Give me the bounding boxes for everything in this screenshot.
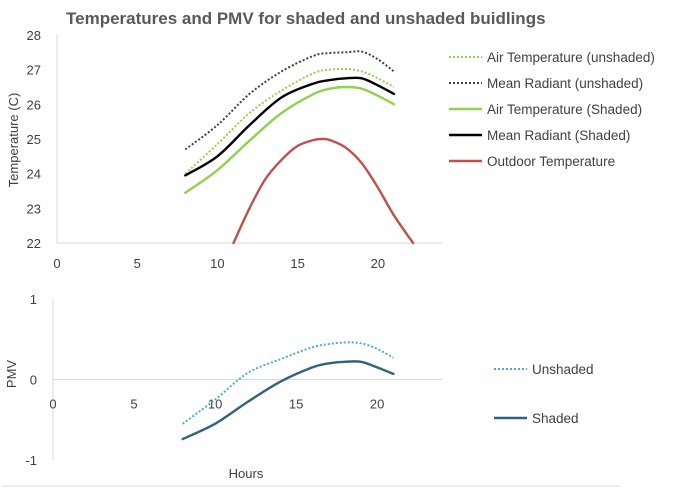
legend-label-shaded: Shaded [532,411,579,426]
legend-label-mean-radiant-shaded: Mean Radiant (Shaded) [487,128,630,143]
pmv-x-tick-label: 15 [289,397,303,412]
temperature-y-tick-label: 23 [27,201,41,216]
pmv-legend: Unshaded Shaded [494,362,594,426]
temperature-y-tick-label: 28 [27,28,41,43]
temperature-y-tick-label: 24 [27,167,41,182]
temperature-tick-labels: 22 23 24 25 26 27 28 0 5 10 15 20 [27,28,386,271]
pmv-y-tick-label: -1 [25,453,37,468]
legend-label-air-temperature-unshaded: Air Temperature (unshaded) [487,50,655,65]
temperature-x-tick-label: 20 [371,256,385,271]
pmv-y-axis-label: PMV [4,360,19,389]
series-line-air-temperature-shaded [184,85,396,194]
pmv-axes [52,299,442,460]
temperature-x-tick-label: 5 [134,256,141,271]
temperature-legend: Air Temperature (unshaded) Mean Radiant (… [449,50,655,169]
series-line-shaded [181,360,395,441]
pmv-y-tick-label: 1 [30,292,37,307]
pmv-series [181,341,395,441]
temperature-x-tick-label: 15 [290,256,304,271]
pmv-x-tick-label: 20 [370,397,384,412]
series-line-mean-radiant-shaded [184,76,396,177]
temperature-y-tick-label: 25 [27,132,41,147]
pmv-x-tick-label: 10 [208,397,222,412]
temperature-x-tick-label: 0 [53,256,60,271]
temperature-chart: 22 23 24 25 26 27 28 0 5 10 15 20 Temperature (C) [6,28,442,271]
chart-title: Temperatures and PMV for shaded and unsh… [66,9,546,28]
series-line-outdoor-temperature [232,137,415,245]
hours-x-axis-label: Hours [229,466,264,481]
legend-label-unshaded: Unshaded [532,362,594,377]
temperature-series [184,50,415,245]
legend-label-mean-radiant-unshaded: Mean Radiant (unshaded) [487,76,643,91]
pmv-x-tick-label: 0 [49,397,56,412]
temperature-y-tick-label: 26 [27,97,41,112]
legend-label-outdoor-temperature: Outdoor Temperature [487,154,615,169]
temperature-y-tick-label: 27 [27,63,41,78]
pmv-x-tick-label: 5 [130,397,137,412]
series-line-mean-radiant-unshaded [184,50,395,151]
temperature-y-axis-label: Temperature (C) [6,93,21,188]
temperature-x-tick-label: 10 [210,256,224,271]
pmv-y-tick-label: 0 [30,373,37,388]
legend-label-air-temperature-shaded: Air Temperature (Shaded) [487,102,642,117]
temperature-axes [56,35,442,244]
temperature-y-tick-label: 22 [27,236,41,251]
series-line-air-temperature-unshaded [184,67,395,175]
series-line-unshaded [182,341,394,425]
